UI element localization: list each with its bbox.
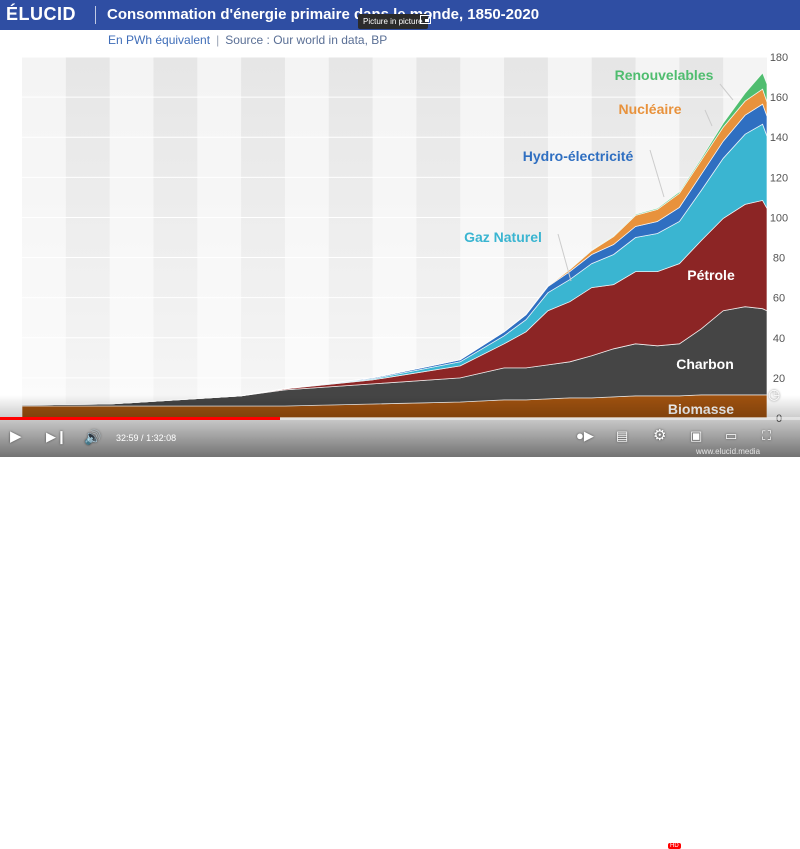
- y-tick-label: 100: [770, 212, 788, 224]
- decade-band: [22, 57, 66, 418]
- header-divider: [95, 6, 96, 24]
- decade-band: [109, 57, 154, 418]
- decade-band: [284, 57, 329, 418]
- energy-chart: 020406080100120140160180 185018601870188…: [0, 52, 800, 457]
- volume-icon[interactable]: 🔊: [84, 429, 102, 445]
- time-separator: /: [141, 433, 144, 443]
- play-icon[interactable]: ▶: [10, 428, 22, 445]
- subtitle-source: Source : Our world in data, BP: [225, 33, 388, 47]
- y-tick-label: 20: [773, 373, 785, 385]
- next-icon[interactable]: ▶❙: [46, 429, 67, 444]
- theater-icon[interactable]: ▭: [725, 428, 738, 443]
- time-display: 32:59 / 1:32:08: [116, 433, 176, 443]
- y-tick-label: 80: [773, 253, 785, 265]
- chart-title: Consommation d'énergie primaire dans le …: [107, 6, 540, 23]
- label-leader: [649, 149, 665, 198]
- settings-icon[interactable]: ⚙: [653, 427, 667, 444]
- subtitles-icon[interactable]: ▤: [616, 428, 629, 443]
- pip-tooltip: Picture in picture: [358, 14, 428, 29]
- series-label: Renouvelables: [615, 67, 714, 83]
- series-label: Hydro-électricité: [523, 148, 634, 164]
- y-tick-label: 180: [770, 52, 788, 64]
- current-time: 32:59: [116, 433, 139, 443]
- decade-band: [197, 57, 242, 418]
- chart-subtitle: En PWh équivalent | Source : Our world in …: [108, 33, 387, 47]
- y-tick-label: 120: [770, 172, 788, 184]
- label-leader: [704, 109, 713, 127]
- y-tick-label: 40: [773, 333, 785, 345]
- autoplay-icon[interactable]: ●▶: [576, 428, 594, 443]
- progress-fill: [0, 417, 280, 420]
- fullscreen-icon[interactable]: ⛶: [762, 428, 772, 443]
- subtitle-separator: |: [216, 33, 220, 47]
- y-tick-label: 160: [770, 92, 788, 104]
- duration: 1:32:08: [146, 433, 177, 443]
- progress-bar[interactable]: [0, 417, 800, 420]
- watermark: www.elucid.media: [696, 447, 761, 456]
- decade-band: [372, 57, 417, 418]
- area-renouvelables: [21, 72, 768, 406]
- label-leader: [719, 83, 734, 101]
- subtitle-unit: En PWh équivalent: [108, 33, 211, 47]
- miniplayer-icon[interactable]: ▣: [690, 428, 703, 443]
- elucid-logo[interactable]: ÉLUCID: [6, 4, 76, 24]
- y-tick-label: 140: [770, 132, 788, 144]
- series-label: Gaz Naturel: [464, 229, 542, 245]
- hd-badge: HD: [668, 843, 681, 849]
- label-leaders: [557, 83, 734, 282]
- label-leader: [557, 233, 572, 282]
- series-label: Charbon: [676, 356, 734, 372]
- pip-icon[interactable]: [420, 15, 431, 24]
- player-gradient: [0, 395, 800, 457]
- clock-icon[interactable]: ◷: [768, 386, 781, 402]
- series-label: Nucléaire: [618, 101, 681, 117]
- y-axis: 020406080100120140160180: [770, 52, 788, 425]
- series-label: Pétrole: [687, 267, 735, 283]
- y-tick-label: 60: [773, 293, 785, 305]
- player-controls: ▶ ▶❙ 🔊 ●▶ ▤ ⚙ HD ▣ ▭ ⛶ ◷: [0, 386, 800, 849]
